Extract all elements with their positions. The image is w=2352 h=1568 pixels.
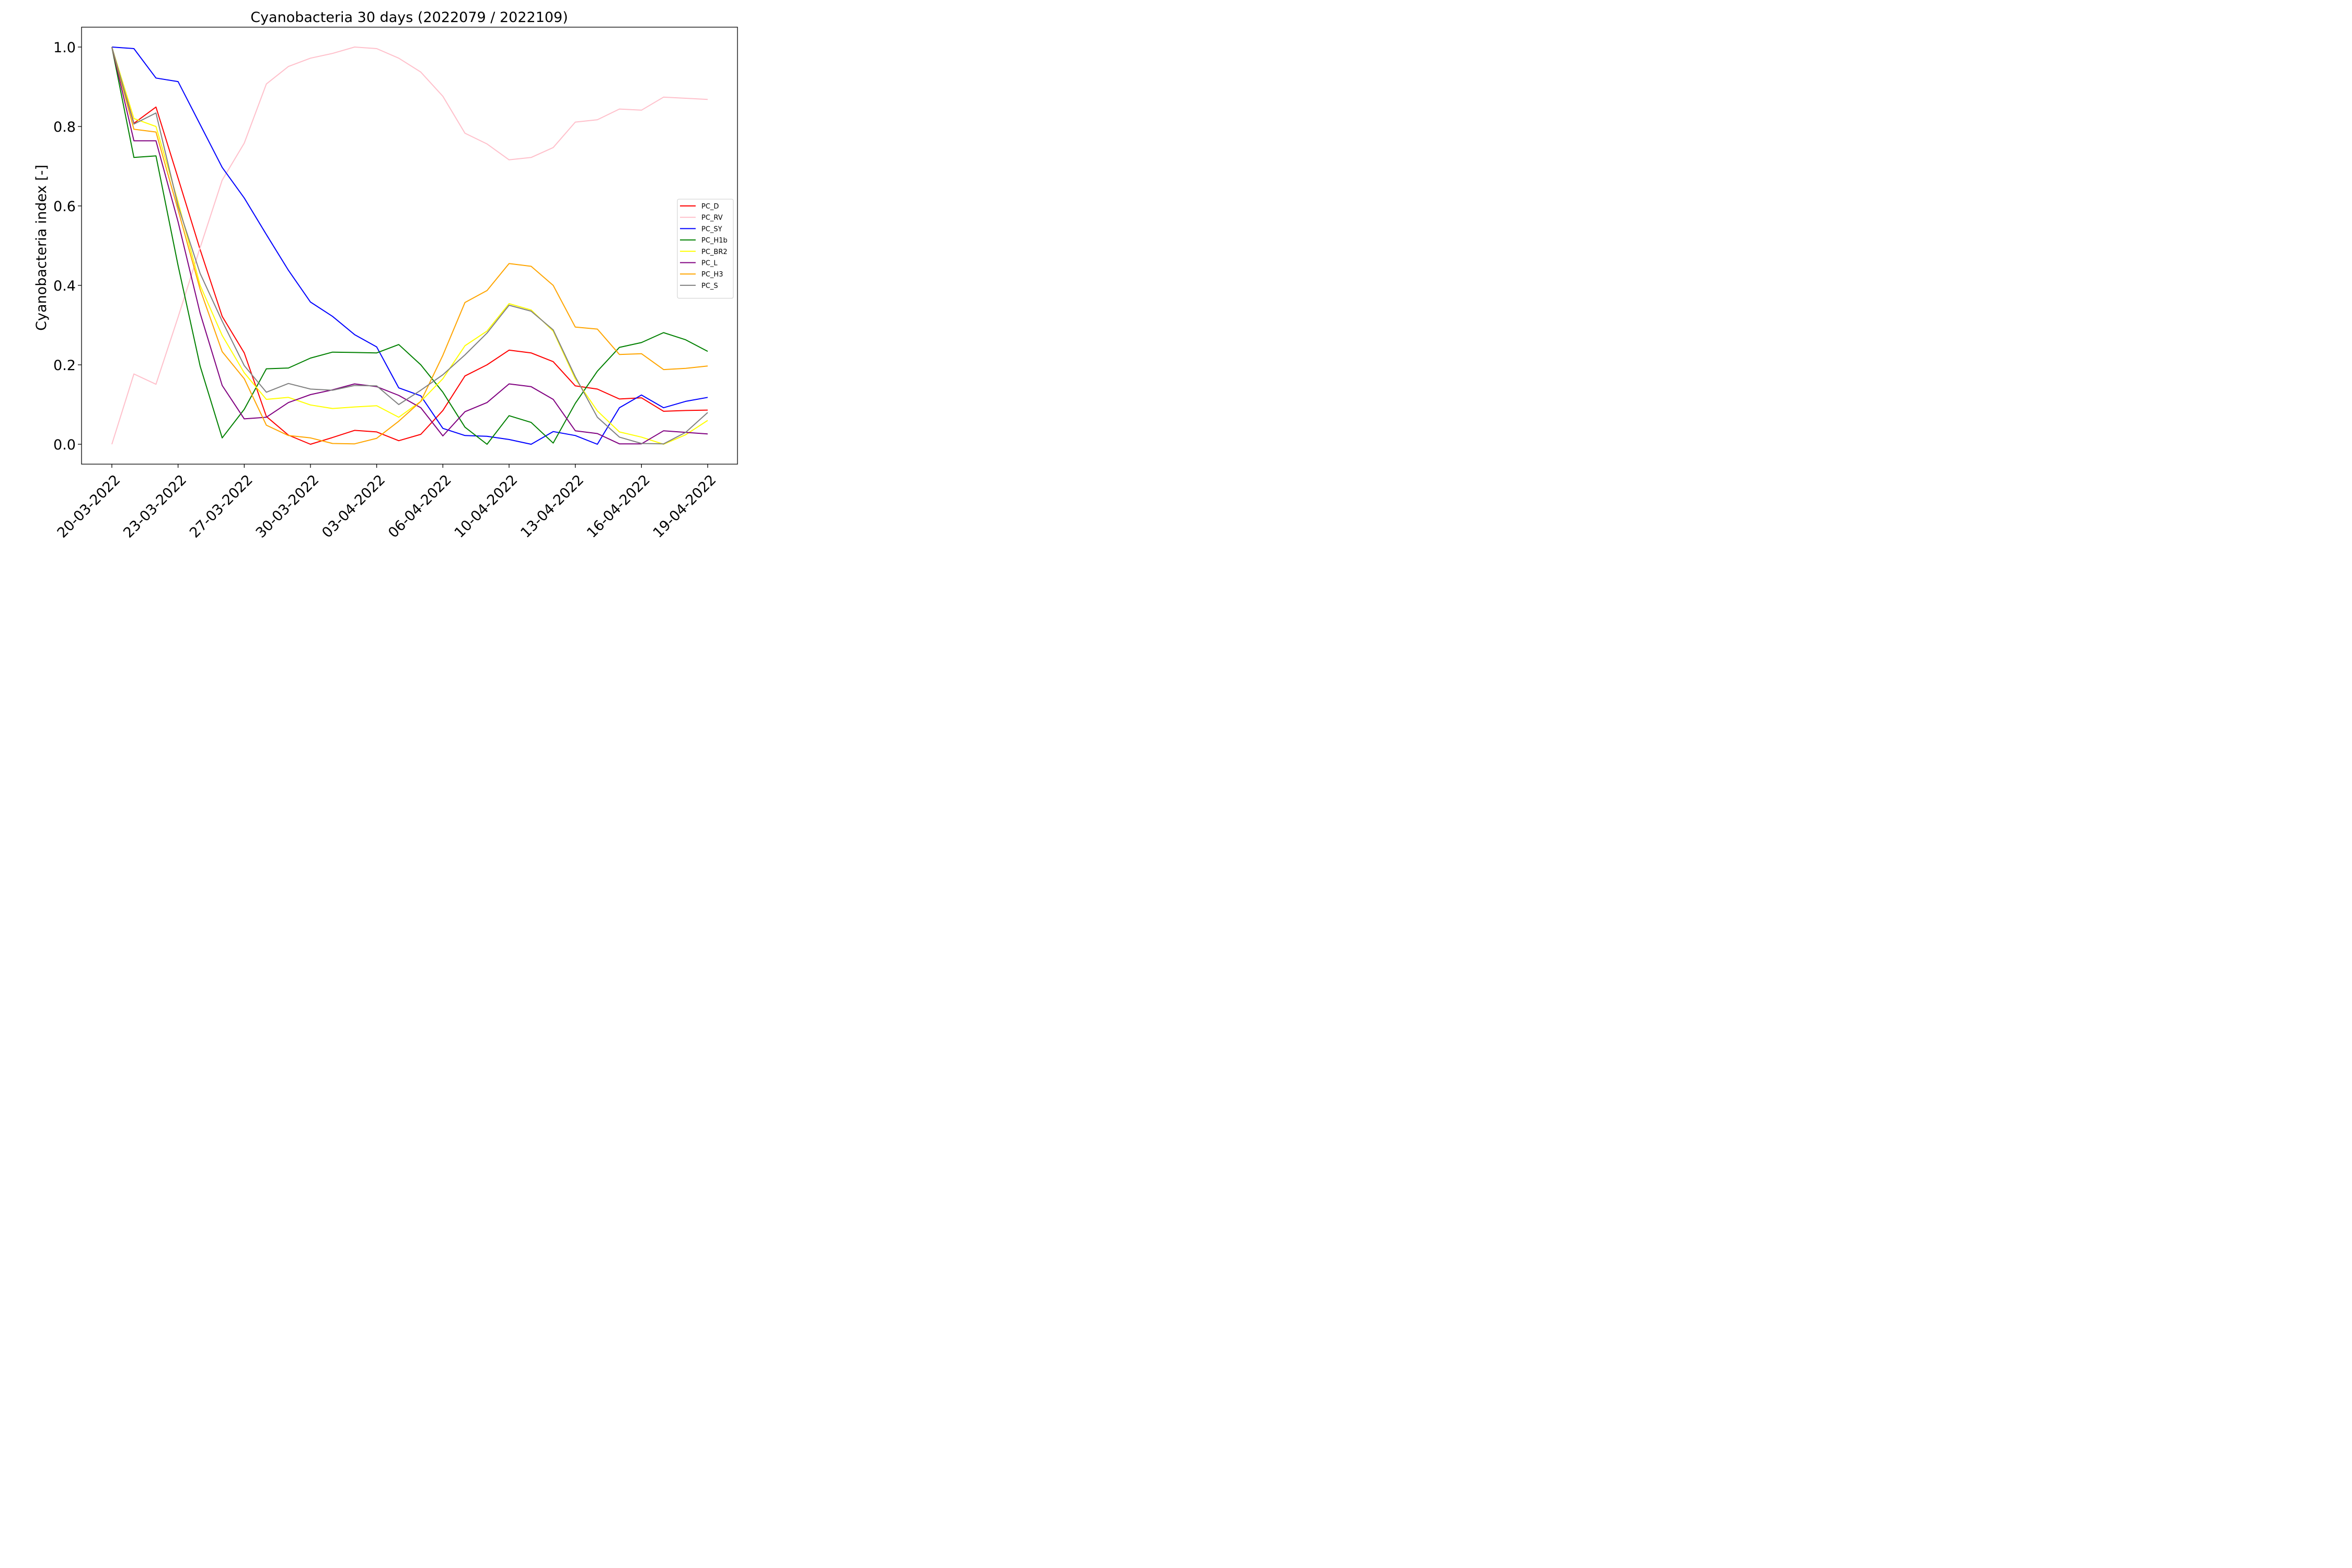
y-tick-label: 1.0	[53, 40, 76, 56]
series-line-pc-s	[111, 47, 708, 445]
legend-label: PC_H3	[701, 271, 723, 279]
chart-title: Cyanobacteria 30 days (2022079 / 2022109…	[250, 9, 568, 26]
legend-label: PC_D	[701, 203, 719, 211]
y-tick-label: 0.6	[53, 199, 76, 215]
series-line-pc-h3	[111, 47, 708, 445]
legend: PC_D PC_RV PC_SY PC_H1b PC_BR2 PC_L PC_H3 PC_S	[677, 199, 734, 299]
series-line-pc-br2	[111, 47, 708, 445]
y-tick-label: 0.8	[53, 119, 76, 135]
y-tick-label: 0.0	[53, 437, 76, 453]
legend-label: PC_SY	[701, 225, 722, 233]
legend-label: PC_RV	[701, 214, 723, 222]
series-line-pc-sy	[111, 47, 708, 445]
y-tick-label: 0.4	[53, 278, 76, 294]
series-line-pc-d	[111, 47, 708, 445]
figure-background	[0, 0, 808, 546]
legend-label: PC_L	[701, 260, 718, 268]
series-line-pc-h1b	[111, 47, 708, 445]
y-tick-label: 0.2	[53, 358, 76, 374]
legend-label: PC_BR2	[701, 248, 728, 256]
legend-label: PC_S	[701, 282, 718, 290]
y-axis-label: Cyanobacteria index [-]	[33, 165, 50, 331]
y-axis: 0.0 0.2 0.4 0.6 0.8 1.0	[53, 40, 82, 453]
plot-lines	[111, 47, 708, 445]
series-line-pc-l	[111, 47, 708, 445]
plot-frame	[81, 27, 738, 465]
chart-canvas: Cyanobacteria 30 days (2022079 / 2022109…	[0, 0, 808, 546]
legend-label: PC_H1b	[701, 237, 728, 245]
series-line-pc-rv	[111, 47, 708, 445]
